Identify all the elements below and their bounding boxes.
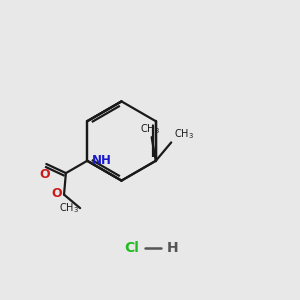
Text: NH: NH	[92, 154, 112, 167]
Text: H: H	[167, 241, 178, 254]
Text: O: O	[51, 187, 62, 200]
Text: Cl: Cl	[124, 241, 140, 254]
Text: CH$_3$: CH$_3$	[174, 127, 194, 141]
Text: O: O	[40, 168, 50, 181]
Text: CH$_3$: CH$_3$	[140, 122, 160, 136]
Text: CH$_3$: CH$_3$	[58, 201, 79, 215]
